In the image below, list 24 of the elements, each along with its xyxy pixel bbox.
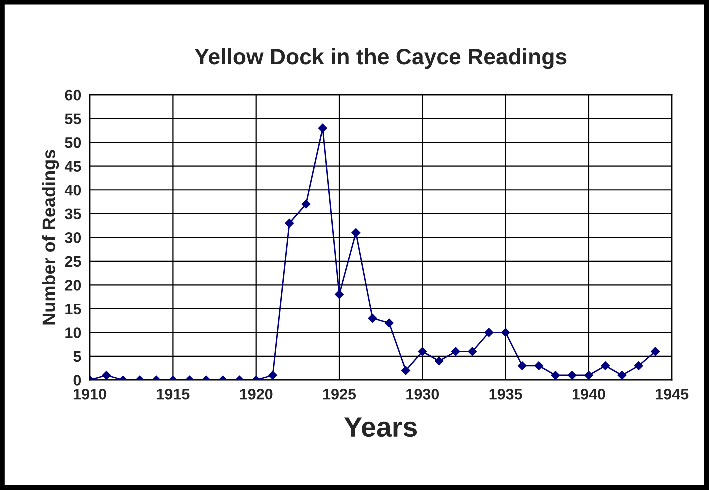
x-tick-label: 1920 — [240, 388, 273, 400]
y-tick-label: 60 — [65, 90, 82, 101]
y-tick-label: 35 — [65, 208, 82, 220]
y-tick-label: 30 — [65, 232, 82, 244]
x-tick-label: 1910 — [74, 388, 106, 400]
y-tick-label: 45 — [64, 161, 82, 172]
y-axis-title: Number of Readings — [42, 150, 60, 325]
x-tick-label: 1930 — [406, 388, 440, 400]
x-tick-label: 1935 — [490, 388, 522, 400]
y-tick-label: 5 — [74, 352, 82, 362]
x-tick-label: 1940 — [572, 388, 606, 400]
y-tick-label: 25 — [65, 256, 82, 268]
chart-title: Yellow Dock in the Cayce Readings — [194, 48, 567, 70]
y-tick-label: 55 — [65, 114, 82, 125]
y-tick-label: 15 — [66, 304, 82, 315]
x-axis-title: Years — [344, 418, 418, 438]
y-tick-label: 20 — [65, 280, 82, 291]
x-tick-label: 1945 — [656, 388, 689, 400]
y-tick-label: 0 — [74, 375, 82, 386]
y-tick-label: 40 — [64, 184, 82, 196]
x-tick-label: 1915 — [157, 388, 190, 400]
x-tick-label: 1925 — [323, 388, 356, 400]
y-tick-label: 10 — [66, 328, 82, 338]
y-tick-label: 50 — [65, 137, 82, 148]
